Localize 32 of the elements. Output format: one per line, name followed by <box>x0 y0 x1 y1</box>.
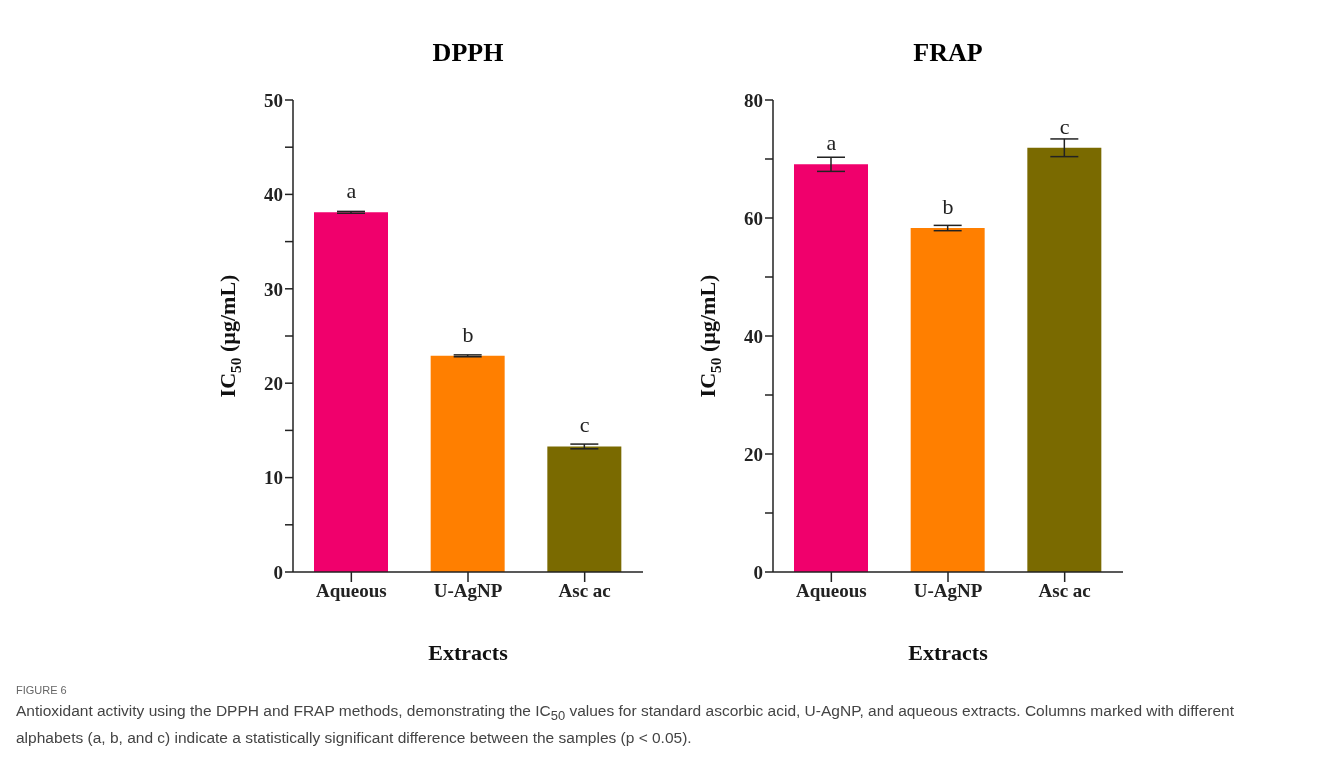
chart-title: DPPH <box>431 38 505 69</box>
y-tick-label: 20 <box>744 443 763 465</box>
bar <box>547 446 622 572</box>
annotation: b <box>462 321 474 347</box>
bar <box>430 355 505 572</box>
x-tick-label: Aqueous <box>315 580 387 602</box>
bar <box>314 212 388 572</box>
y-tick-label: 10 <box>264 467 283 489</box>
annotation: a <box>826 130 837 156</box>
x-tick-label: U-AgNP <box>913 580 983 602</box>
x-tick-label: Asc ac <box>1038 580 1091 602</box>
x-tick-label: Aqueous <box>795 580 867 602</box>
chart-title: FRAP <box>912 38 984 69</box>
x-tick-label: U-AgNP <box>433 580 503 602</box>
y-tick-label: 50 <box>264 89 283 111</box>
caption: FIGURE 6 <box>16 684 68 696</box>
annotation: c <box>1059 113 1070 139</box>
annotation: c <box>579 412 590 438</box>
x-tick-label: Asc ac <box>558 580 611 602</box>
y-tick-label: 20 <box>264 372 283 394</box>
x-axis-title: Extracts <box>428 640 509 665</box>
y-tick-label: 30 <box>264 278 283 300</box>
y-tick-label: 40 <box>744 325 763 347</box>
y-tick-label: 0 <box>753 561 763 583</box>
annotation: a <box>346 178 357 204</box>
y-tick-label: 60 <box>744 207 763 229</box>
annotation: b <box>942 194 954 220</box>
y-tick-label: 0 <box>273 561 283 583</box>
text: Antioxidant activity using the DPPH and FRAP methods, demonstrating the IC$_{50}$ values for standard ascorbic acid, U-AgNP, and aqueous extracts. Columns marked with different alphabets (a, b, and c) indicate a statistically significant difference between the samples (p < 0.05). <box>16 701 1235 749</box>
x-axis-title: Extracts <box>908 640 989 665</box>
y-tick-label: 80 <box>744 89 763 111</box>
y-tick-label: 40 <box>264 184 283 206</box>
